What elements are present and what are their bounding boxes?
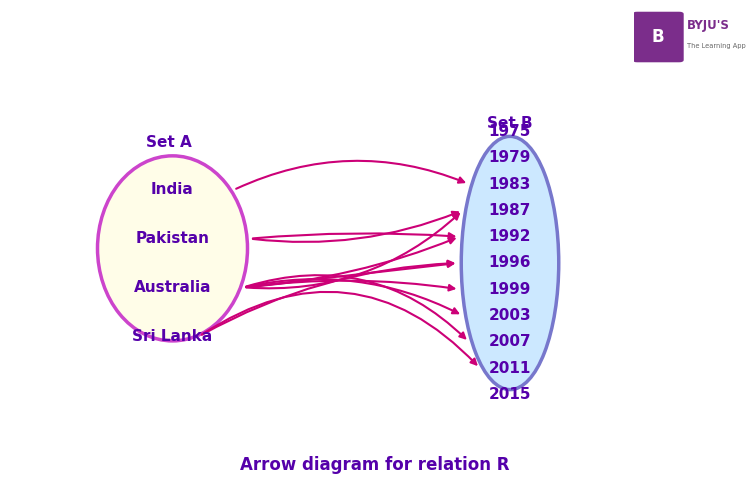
FancyArrowPatch shape	[246, 214, 459, 288]
Text: 1979: 1979	[489, 150, 531, 165]
Text: 1999: 1999	[489, 282, 531, 297]
Ellipse shape	[98, 156, 248, 341]
Text: B: B	[652, 28, 664, 46]
FancyArrowPatch shape	[246, 275, 465, 338]
FancyArrowPatch shape	[202, 292, 476, 364]
FancyArrowPatch shape	[236, 161, 464, 189]
Text: The Learning App: The Learning App	[687, 43, 746, 49]
Text: 2007: 2007	[489, 335, 531, 349]
Text: Pakistan: Pakistan	[136, 231, 209, 246]
Text: BYJU'S: BYJU'S	[687, 19, 730, 32]
FancyArrowPatch shape	[246, 281, 454, 290]
Text: 2015: 2015	[489, 387, 531, 402]
Text: 1992: 1992	[489, 229, 531, 244]
Text: 2011: 2011	[489, 361, 531, 375]
Text: Sri Lanka: Sri Lanka	[132, 329, 213, 343]
FancyArrowPatch shape	[253, 233, 454, 239]
FancyArrowPatch shape	[253, 212, 458, 242]
Text: Set B: Set B	[488, 115, 532, 131]
Text: India: India	[151, 183, 194, 197]
Text: Set A: Set A	[146, 135, 192, 150]
Text: Arrow diagram for relation R: Arrow diagram for relation R	[240, 456, 510, 474]
Text: Australia: Australia	[134, 280, 212, 295]
FancyArrowPatch shape	[246, 279, 458, 313]
FancyBboxPatch shape	[633, 12, 684, 62]
Text: 1975: 1975	[489, 124, 531, 139]
Text: 1987: 1987	[489, 203, 531, 218]
Text: 1996: 1996	[489, 256, 531, 270]
FancyArrowPatch shape	[246, 238, 454, 287]
Text: 1983: 1983	[489, 177, 531, 191]
Ellipse shape	[461, 136, 559, 390]
Text: 2003: 2003	[489, 308, 531, 323]
FancyArrowPatch shape	[202, 261, 453, 335]
FancyArrowPatch shape	[246, 262, 453, 287]
